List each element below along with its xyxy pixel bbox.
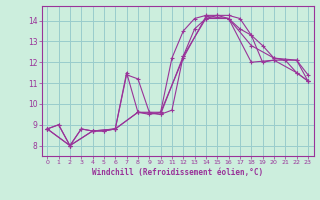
- X-axis label: Windchill (Refroidissement éolien,°C): Windchill (Refroidissement éolien,°C): [92, 168, 263, 177]
